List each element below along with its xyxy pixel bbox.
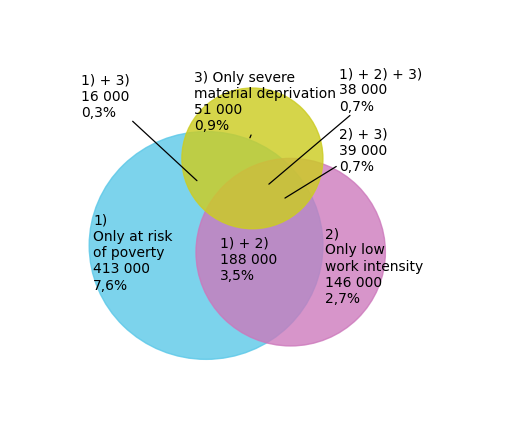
- Ellipse shape: [182, 89, 323, 229]
- Text: 2)
Only low
work intensity
146 000
2,7%: 2) Only low work intensity 146 000 2,7%: [325, 227, 423, 305]
- Text: 1) + 2) + 3)
38 000
0,7%: 1) + 2) + 3) 38 000 0,7%: [269, 67, 422, 185]
- Text: 1) + 2)
188 000
3,5%: 1) + 2) 188 000 3,5%: [220, 236, 277, 283]
- Text: 2) + 3)
39 000
0,7%: 2) + 3) 39 000 0,7%: [285, 127, 388, 199]
- Text: 1) + 3)
16 000
0,3%: 1) + 3) 16 000 0,3%: [81, 74, 197, 181]
- Ellipse shape: [196, 159, 385, 346]
- Text: 3) Only severe
material deprivation
51 000
0,9%: 3) Only severe material deprivation 51 0…: [194, 70, 336, 138]
- Ellipse shape: [89, 132, 323, 359]
- Text: 1)
Only at risk
of poverty
413 000
7,6%: 1) Only at risk of poverty 413 000 7,6%: [93, 213, 173, 292]
